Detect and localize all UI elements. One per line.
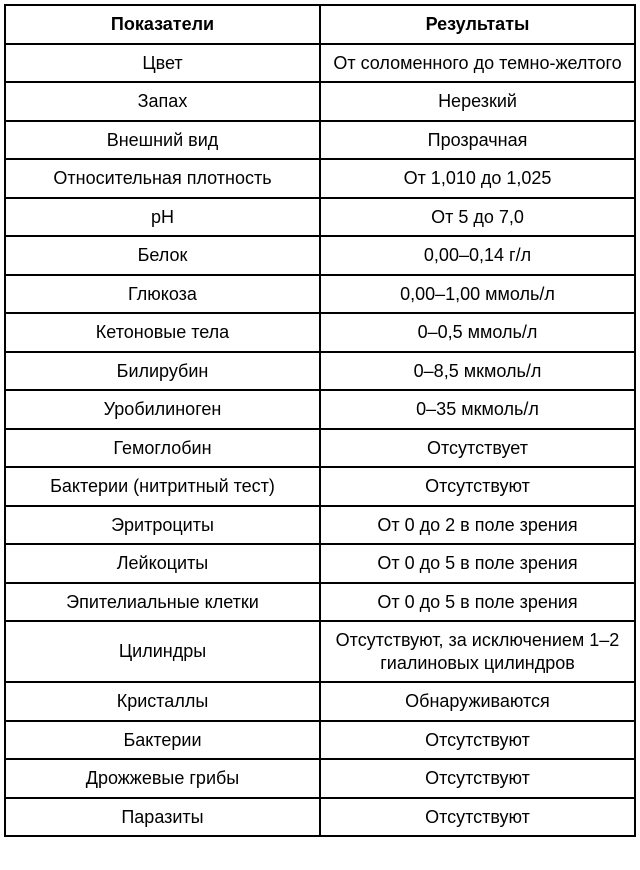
cell-indicator: Лейкоциты xyxy=(5,544,320,583)
table-row: ЦветОт соломенного до темно-желтого xyxy=(5,44,635,83)
table-row: Дрожжевые грибыОтсутствуют xyxy=(5,759,635,798)
cell-indicator: Кетоновые тела xyxy=(5,313,320,352)
table-row: Белок0,00–0,14 г/л xyxy=(5,236,635,275)
header-cell-results: Результаты xyxy=(320,5,635,44)
cell-indicator: Цилиндры xyxy=(5,621,320,682)
cell-indicator: Запах xyxy=(5,82,320,121)
table-row: Уробилиноген0–35 мкмоль/л xyxy=(5,390,635,429)
cell-indicator: pH xyxy=(5,198,320,237)
table-row: Относительная плотностьОт 1,010 до 1,025 xyxy=(5,159,635,198)
cell-indicator: Эритроциты xyxy=(5,506,320,545)
table-row: Внешний видПрозрачная xyxy=(5,121,635,160)
header-row: Показатели Результаты xyxy=(5,5,635,44)
cell-result: 0,00–0,14 г/л xyxy=(320,236,635,275)
cell-indicator: Уробилиноген xyxy=(5,390,320,429)
table-row: ЦилиндрыОтсутствуют, за исключением 1–2 … xyxy=(5,621,635,682)
cell-result: Нерезкий xyxy=(320,82,635,121)
header-cell-indicators: Показатели xyxy=(5,5,320,44)
cell-result: Обнаруживаются xyxy=(320,682,635,721)
cell-indicator: Билирубин xyxy=(5,352,320,391)
table-row: Глюкоза0,00–1,00 ммоль/л xyxy=(5,275,635,314)
cell-indicator: Белок xyxy=(5,236,320,275)
cell-result: Отсутствуют xyxy=(320,467,635,506)
cell-result: Отсутствуют xyxy=(320,721,635,760)
table-row: Билирубин0–8,5 мкмоль/л xyxy=(5,352,635,391)
table-row: КристаллыОбнаруживаются xyxy=(5,682,635,721)
cell-result: Отсутствуют xyxy=(320,798,635,837)
table-row: ПаразитыОтсутствуют xyxy=(5,798,635,837)
cell-result: 0–35 мкмоль/л xyxy=(320,390,635,429)
cell-result: От 0 до 2 в поле зрения xyxy=(320,506,635,545)
cell-indicator: Цвет xyxy=(5,44,320,83)
table-row: Бактерии (нитритный тест)Отсутствуют xyxy=(5,467,635,506)
cell-result: Прозрачная xyxy=(320,121,635,160)
cell-indicator: Паразиты xyxy=(5,798,320,837)
cell-indicator: Эпителиальные клетки xyxy=(5,583,320,622)
cell-indicator: Гемоглобин xyxy=(5,429,320,468)
cell-result: От 0 до 5 в поле зрения xyxy=(320,583,635,622)
cell-result: 0,00–1,00 ммоль/л xyxy=(320,275,635,314)
cell-result: Отсутствует xyxy=(320,429,635,468)
cell-indicator: Относительная плотность xyxy=(5,159,320,198)
table-row: ГемоглобинОтсутствует xyxy=(5,429,635,468)
table-body: ЦветОт соломенного до темно-желтого Запа… xyxy=(5,44,635,837)
cell-result: 0–8,5 мкмоль/л xyxy=(320,352,635,391)
cell-result: От 5 до 7,0 xyxy=(320,198,635,237)
cell-indicator: Глюкоза xyxy=(5,275,320,314)
cell-result: Отсутствуют xyxy=(320,759,635,798)
cell-result: Отсутствуют, за исключением 1–2 гиалинов… xyxy=(320,621,635,682)
table-row: Эпителиальные клеткиОт 0 до 5 в поле зре… xyxy=(5,583,635,622)
table-row: ЛейкоцитыОт 0 до 5 в поле зрения xyxy=(5,544,635,583)
cell-indicator: Бактерии xyxy=(5,721,320,760)
cell-indicator: Внешний вид xyxy=(5,121,320,160)
table-row: БактерииОтсутствуют xyxy=(5,721,635,760)
cell-result: От соломенного до темно-желтого xyxy=(320,44,635,83)
table-row: ЭритроцитыОт 0 до 2 в поле зрения xyxy=(5,506,635,545)
cell-indicator: Кристаллы xyxy=(5,682,320,721)
cell-result: От 0 до 5 в поле зрения xyxy=(320,544,635,583)
table-header: Показатели Результаты xyxy=(5,5,635,44)
results-table: Показатели Результаты ЦветОт соломенного… xyxy=(4,4,636,837)
table-row: ЗапахНерезкий xyxy=(5,82,635,121)
table-row: pHОт 5 до 7,0 xyxy=(5,198,635,237)
table-row: Кетоновые тела0–0,5 ммоль/л xyxy=(5,313,635,352)
cell-indicator: Бактерии (нитритный тест) xyxy=(5,467,320,506)
cell-result: 0–0,5 ммоль/л xyxy=(320,313,635,352)
cell-result: От 1,010 до 1,025 xyxy=(320,159,635,198)
cell-indicator: Дрожжевые грибы xyxy=(5,759,320,798)
